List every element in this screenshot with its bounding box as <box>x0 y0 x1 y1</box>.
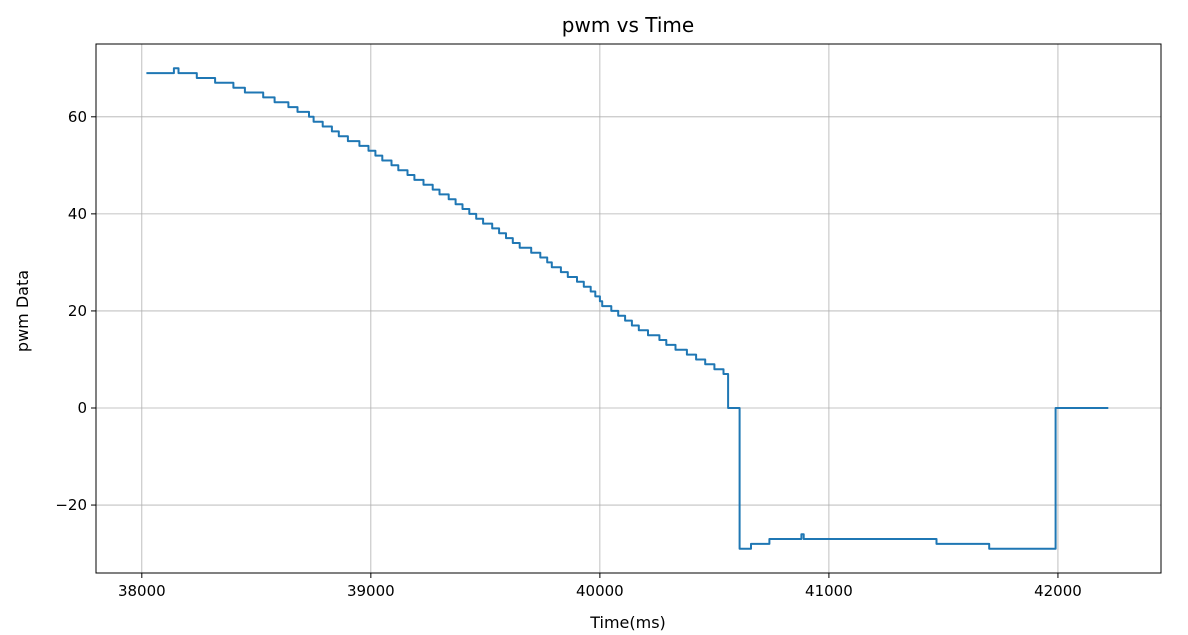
y-axis-label: pwm Data <box>13 270 32 352</box>
series-line <box>146 67 1109 550</box>
y-tick-label: −20 <box>55 496 87 514</box>
grid <box>96 44 1161 573</box>
x-tick-label: 42000 <box>1034 582 1082 600</box>
y-tick-label: 60 <box>68 108 87 126</box>
x-axis-label: Time(ms) <box>589 613 666 632</box>
y-tick-label: 40 <box>68 205 87 223</box>
x-tick-label: 38000 <box>118 582 166 600</box>
series-layer <box>146 67 1109 550</box>
y-tick-label: 20 <box>68 302 87 320</box>
y-axis: −20 0 20 40 60 <box>55 108 96 514</box>
x-tick-label: 39000 <box>347 582 395 600</box>
y-tick-label: 0 <box>77 399 87 417</box>
x-axis: 38000 39000 40000 41000 42000 <box>118 573 1082 600</box>
chart-title: pwm vs Time <box>562 13 694 37</box>
x-tick-label: 41000 <box>805 582 853 600</box>
x-tick-label: 40000 <box>576 582 624 600</box>
plot-frame <box>95 43 1162 574</box>
